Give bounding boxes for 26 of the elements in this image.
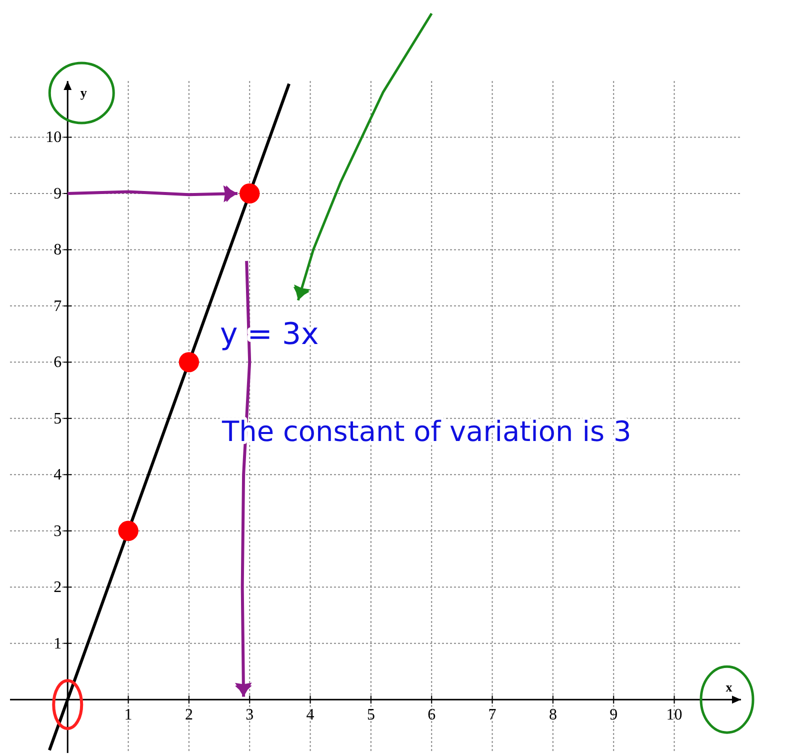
y-tick-label: 7 bbox=[54, 298, 62, 315]
x-tick-label: 2 bbox=[184, 706, 193, 724]
y-tick-label: 2 bbox=[54, 579, 62, 596]
x-axis-title: x bbox=[726, 680, 733, 695]
y-tick-label: 1 bbox=[54, 635, 62, 652]
x-tick-label: 3 bbox=[246, 706, 254, 724]
y-tick-label: 10 bbox=[46, 129, 62, 146]
x-tick-label: 10 bbox=[666, 706, 682, 724]
y-tick-label: 5 bbox=[54, 410, 62, 428]
x-tick-label: 6 bbox=[428, 706, 436, 724]
point bbox=[240, 183, 260, 204]
x-tick-label: 1 bbox=[124, 706, 132, 724]
x-tick-label: 8 bbox=[548, 706, 557, 724]
y-axis-title: y bbox=[80, 85, 88, 100]
x-tick-label: 5 bbox=[366, 706, 375, 724]
x-tick-label: 4 bbox=[306, 706, 314, 724]
y-tick-label: 8 bbox=[54, 242, 62, 259]
x-tick-label: 7 bbox=[488, 706, 496, 724]
x-tick-label: 9 bbox=[610, 706, 618, 724]
y-tick-label: 4 bbox=[54, 466, 62, 484]
annotation: y = 3x bbox=[220, 317, 319, 352]
point bbox=[118, 520, 138, 541]
y-tick-label: 6 bbox=[54, 354, 62, 372]
y-tick-label: 9 bbox=[54, 185, 62, 202]
point bbox=[178, 352, 200, 372]
y-tick-label: 3 bbox=[54, 522, 62, 540]
